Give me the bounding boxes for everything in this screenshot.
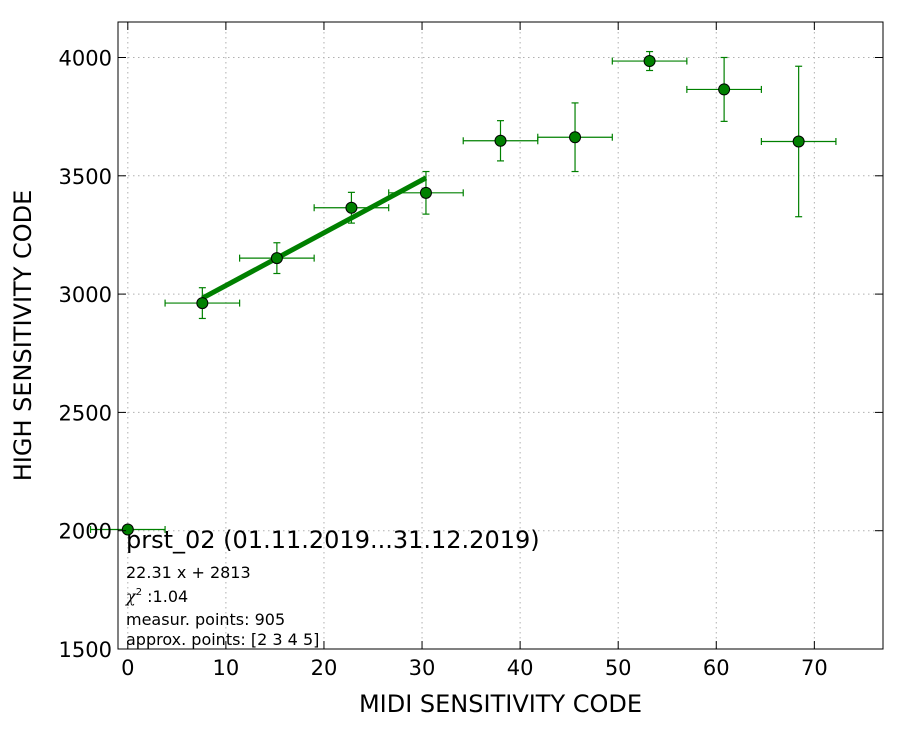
x-tick-label: 70 <box>801 656 828 680</box>
x-tick-label: 60 <box>703 656 730 680</box>
data-point-marker <box>196 297 209 310</box>
fit-line <box>201 175 428 301</box>
x-tick-label: 20 <box>311 656 338 680</box>
annotation-chi-square: χ2 :1.04 <box>125 587 188 606</box>
data-point-marker <box>419 186 432 199</box>
data-point-marker <box>718 83 731 96</box>
annotation-approx-points: approx. points: [2 3 4 5] <box>126 630 319 649</box>
data-point-marker <box>121 523 134 536</box>
y-tick-label: 3500 <box>59 165 112 189</box>
y-tick-label: 3000 <box>59 283 112 307</box>
x-axis-label: MIDI SENSITIVITY CODE <box>359 690 642 718</box>
annotation-fit-equation: 22.31 x + 2813 <box>126 563 251 582</box>
x-tick-label: 10 <box>213 656 240 680</box>
x-tick-label: 0 <box>121 656 134 680</box>
x-tick-label: 40 <box>507 656 534 680</box>
chi-symbol: χ <box>125 587 137 606</box>
fit-layer <box>201 175 428 301</box>
data-point-marker <box>270 252 283 265</box>
plot-frame <box>117 21 884 650</box>
y-tick-label: 4000 <box>59 46 112 70</box>
chi-exponent: 2 <box>136 587 142 598</box>
data-point-marker <box>643 55 656 68</box>
y-axis-label: HIGH SENSITIVITY CODE <box>9 190 37 482</box>
chi-value: :1.04 <box>142 587 188 606</box>
tick-layer: 0 10 20 30 40 50 60 70 1500 2000 2500 3000 3500 4000 <box>59 22 883 680</box>
data-point-marker <box>345 201 358 214</box>
y-tick-label: 1500 <box>59 638 112 662</box>
y-tick-label: 2500 <box>59 401 112 425</box>
x-tick-label: 30 <box>409 656 436 680</box>
marker-layer <box>121 55 805 536</box>
data-point-marker <box>569 131 582 144</box>
y-tick-label: 2000 <box>59 520 112 544</box>
x-tick-label: 50 <box>605 656 632 680</box>
annotation-heading: prst_02 (01.11.2019...31.12.2019) <box>126 526 540 554</box>
data-point-marker <box>792 135 805 148</box>
annotation-measured-points: measur. points: 905 <box>126 610 285 629</box>
data-point-marker <box>494 134 507 147</box>
annotation-block: prst_02 (01.11.2019...31.12.2019) 22.31 … <box>125 526 540 649</box>
